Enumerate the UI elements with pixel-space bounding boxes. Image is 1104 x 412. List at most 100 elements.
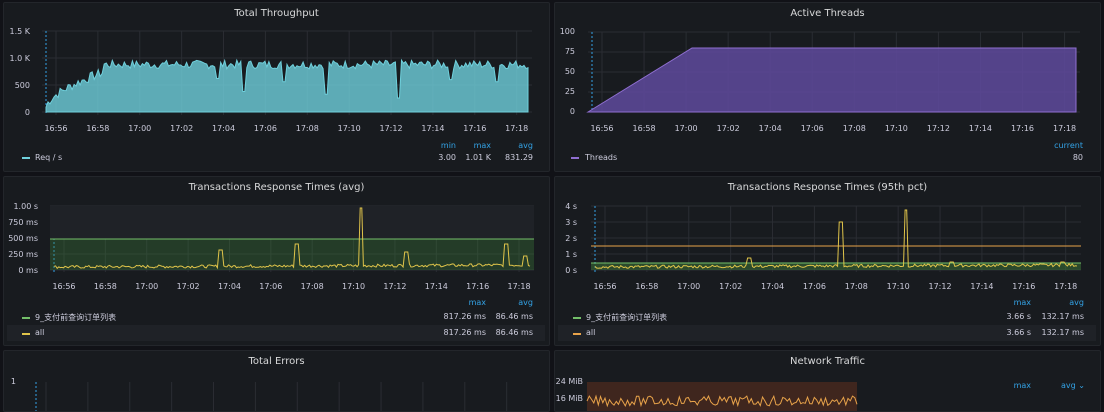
threads-graph[interactable]	[586, 31, 1080, 113]
x-tick: 17:04	[217, 282, 241, 291]
legend-swatch	[22, 157, 30, 159]
series-threads	[586, 47, 1077, 113]
legend-header-current[interactable]: current	[1054, 141, 1083, 150]
panel-active-threads[interactable]: Active Threads 100 75 50 25 0 16:56 16:58…	[554, 2, 1101, 172]
panel-response-avg[interactable]: Transactions Response Times (avg) 1.00 s…	[3, 176, 550, 346]
series-req-per-sec	[45, 58, 529, 113]
errors-graph[interactable]	[26, 382, 516, 412]
y-tick: 1	[10, 377, 16, 386]
legend-row-bg	[558, 325, 1096, 341]
legend-swatch	[22, 333, 30, 335]
panel-response-95th[interactable]: Transactions Response Times (95th pct) 4…	[554, 176, 1101, 346]
panel-title[interactable]: Network Traffic	[790, 356, 865, 367]
x-tick: 17:02	[176, 282, 200, 291]
legend-header-min[interactable]: min	[440, 141, 456, 150]
response-avg-graph[interactable]	[50, 205, 534, 272]
y-tick: 24 MiB	[555, 377, 583, 386]
x-tick: 17:08	[295, 124, 319, 133]
legend-header-avg[interactable]: avg ⌄	[1061, 381, 1085, 390]
legend-swatch	[22, 317, 30, 319]
x-tick: 17:14	[970, 282, 994, 291]
y-tick: 0 s	[565, 266, 577, 275]
panel-title[interactable]: Active Threads	[790, 8, 865, 19]
legend-series-1[interactable]: 9_支付前查询订单列表	[35, 313, 117, 322]
y-tick: 250 ms	[8, 250, 38, 259]
x-tick: 16:58	[632, 124, 656, 133]
legend-header-max[interactable]: max	[468, 298, 486, 307]
x-tick: 17:00	[677, 282, 701, 291]
x-tick: 16:56	[44, 124, 68, 133]
legend-avg-value: 86.46 ms	[495, 312, 533, 321]
legend-avg-value: 831.29	[505, 153, 533, 162]
legend-min-value: 3.00	[438, 153, 456, 162]
legend-avg-value: 86.46 ms	[495, 328, 533, 337]
legend-header-avg[interactable]: avg	[518, 141, 533, 150]
throughput-graph[interactable]	[42, 30, 532, 115]
legend-avg-value: 132.17 ms	[1041, 328, 1085, 337]
legend-series-2[interactable]: all	[35, 328, 45, 337]
legend-header-max[interactable]: max	[1013, 298, 1031, 307]
x-tick: 17:16	[1012, 282, 1036, 291]
response-95th-graph[interactable]	[591, 205, 1081, 272]
x-tick: 17:00	[674, 124, 698, 133]
legend-header-max[interactable]: max	[1013, 381, 1031, 390]
panel-network-traffic[interactable]: Network Traffic 24 MiB 16 MiB max avg ⌄	[554, 350, 1101, 412]
legend-swatch	[573, 317, 581, 319]
x-tick: 17:16	[1010, 124, 1035, 133]
y-tick: 1.5 K	[9, 27, 30, 36]
x-tick: 17:04	[760, 282, 785, 291]
x-tick: 17:06	[259, 282, 283, 291]
x-tick: 17:04	[758, 124, 782, 133]
x-tick: 16:56	[590, 124, 614, 133]
panel-title[interactable]: Total Errors	[248, 356, 305, 367]
x-tick: 17:10	[886, 282, 910, 291]
x-tick: 17:00	[135, 282, 159, 291]
y-tick: 25	[564, 87, 575, 96]
y-tick: 2 s	[565, 234, 577, 243]
x-tick: 17:08	[300, 282, 324, 291]
legend-avg-value: 132.17 ms	[1041, 312, 1085, 321]
legend-header-avg[interactable]: avg	[518, 298, 533, 307]
legend-max-value: 3.66 s	[1006, 328, 1031, 337]
x-tick: 17:06	[802, 282, 826, 291]
x-tick: 17:14	[421, 124, 445, 133]
legend-swatch	[573, 333, 581, 335]
x-tick: 16:56	[593, 282, 617, 291]
x-tick: 17:12	[379, 124, 403, 133]
y-tick: 750 ms	[8, 218, 38, 227]
y-tick: 4 s	[565, 202, 577, 211]
x-tick: 17:10	[342, 282, 366, 291]
legend-row-bg	[7, 325, 545, 341]
legend-series-2[interactable]: all	[586, 328, 596, 337]
x-axis: 16:56 16:58 17:00 17:02 17:04 17:06 17:08 17:10…	[42, 124, 532, 134]
x-tick: 17:06	[800, 124, 824, 133]
x-tick: 17:04	[211, 124, 236, 133]
x-tick: 17:12	[383, 282, 407, 291]
y-tick: 500	[14, 81, 30, 90]
panel-title[interactable]: Transactions Response Times (95th pct)	[727, 182, 928, 193]
x-tick: 17:18	[1054, 282, 1078, 291]
x-tick: 17:06	[253, 124, 277, 133]
x-tick: 16:58	[86, 124, 110, 133]
legend-series-1[interactable]: 9_支付前查询订单列表	[586, 313, 668, 322]
x-tick: 17:02	[719, 282, 743, 291]
panel-total-throughput[interactable]: Total Throughput 1.5 K 1.0 K 500 0 16:56…	[3, 2, 550, 172]
y-tick: 0	[569, 107, 575, 116]
x-tick: 16:58	[635, 282, 659, 291]
panel-total-errors[interactable]: Total Errors 1	[3, 350, 550, 412]
x-tick: 17:00	[128, 124, 152, 133]
legend-header-max[interactable]: max	[473, 141, 491, 150]
y-tick: 75	[564, 47, 575, 56]
legend-header-avg[interactable]: avg	[1069, 298, 1084, 307]
legend-series-threads[interactable]: Threads	[585, 153, 618, 162]
panel-title[interactable]: Transactions Response Times (avg)	[188, 182, 365, 193]
panel-title[interactable]: Total Throughput	[234, 8, 319, 19]
legend-series-req[interactable]: Req / s	[35, 153, 63, 162]
x-tick: 17:12	[926, 124, 950, 133]
network-graph[interactable]	[586, 382, 858, 412]
x-tick: 17:08	[842, 124, 866, 133]
y-tick: 0	[24, 108, 30, 117]
legend-max-value: 1.01 K	[465, 153, 491, 162]
y-tick: 1.0 K	[9, 54, 30, 63]
x-axis: 16:56 16:58 17:00 17:02 17:04 17:06 17:08 17:10…	[588, 124, 1080, 134]
